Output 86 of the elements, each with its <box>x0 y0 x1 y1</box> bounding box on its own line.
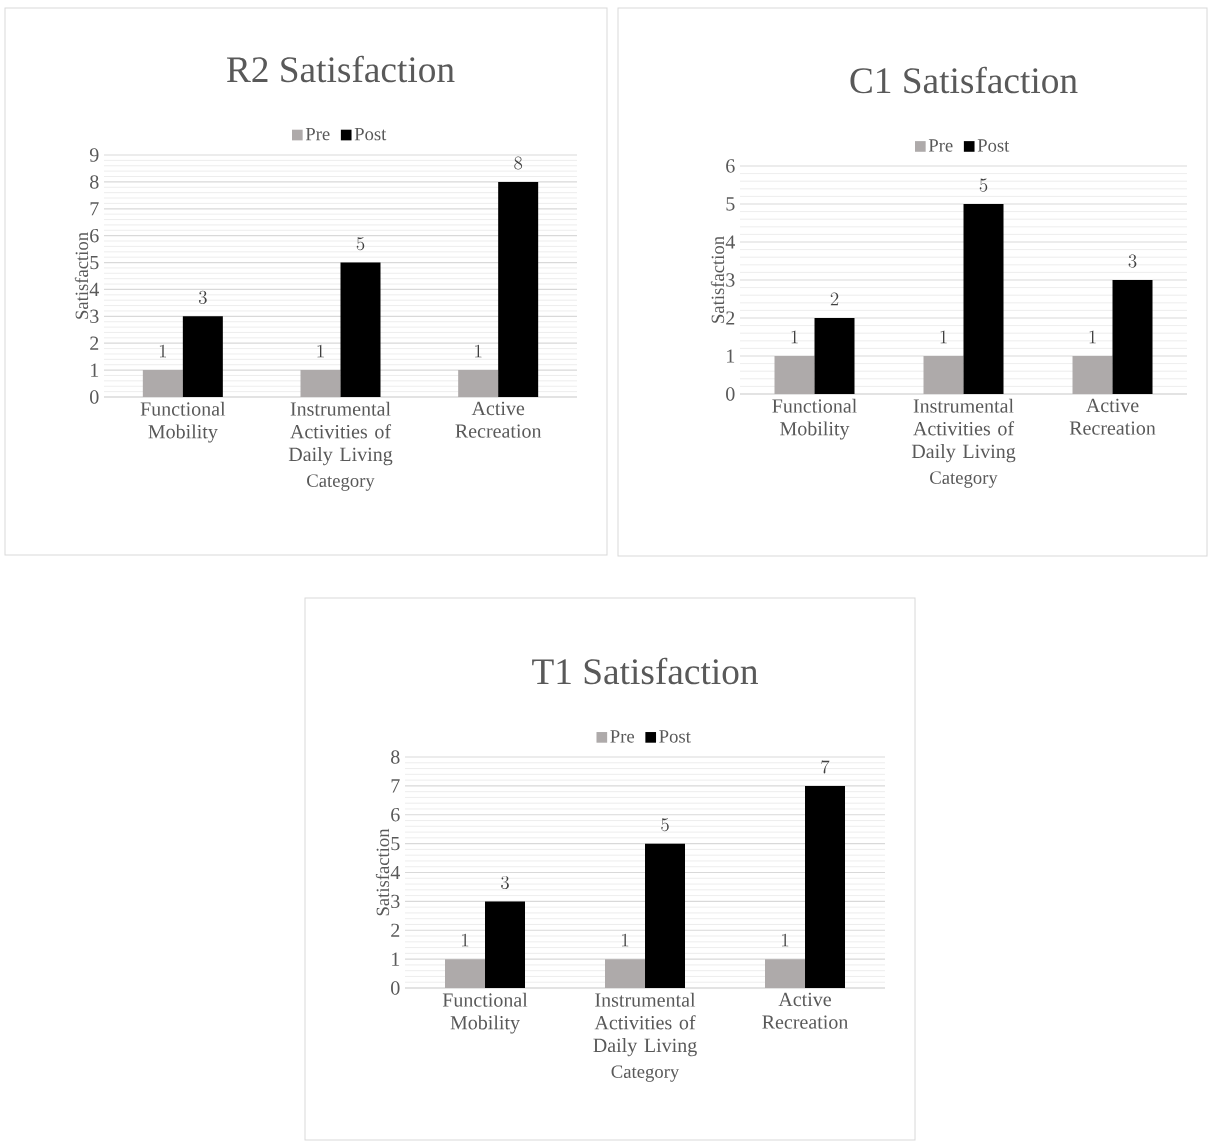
data-label: 1 <box>462 933 469 947</box>
y-tick-label: 0 <box>726 387 735 401</box>
x-tick-label: Active Recreation <box>762 992 849 1029</box>
y-tick-label: 0 <box>90 390 99 404</box>
y-tick-label: 8 <box>90 175 99 189</box>
bar <box>605 959 646 988</box>
y-tick-label: 9 <box>89 148 99 162</box>
y-tick-label: 6 <box>391 808 400 822</box>
data-label: 5 <box>661 818 669 832</box>
bar <box>805 785 846 988</box>
data-label: 1 <box>1089 330 1096 344</box>
x-tick-label: Instrumental Activities of Daily Living <box>593 992 697 1057</box>
bar <box>300 370 341 397</box>
y-tick-label: 4 <box>390 865 400 880</box>
data-label: 1 <box>782 933 789 947</box>
x-axis-title: Category <box>930 471 998 488</box>
legend-label: Pre <box>928 139 953 152</box>
x-tick-label: Instrumental Activities of Daily Living <box>288 401 393 466</box>
data-label: 1 <box>791 330 798 344</box>
y-tick-label: 7 <box>391 779 400 793</box>
x-axis-title: Category <box>307 474 375 491</box>
y-tick-label: 4 <box>725 235 735 249</box>
x-axis-title: Category <box>611 1065 680 1082</box>
bar <box>645 843 686 988</box>
y-tick-label: 1 <box>91 363 99 377</box>
legend-label: Post <box>354 127 387 141</box>
chart-title: T1 Satisfaction <box>532 657 758 685</box>
y-tick-label: 3 <box>90 309 99 324</box>
data-label: 7 <box>821 760 830 774</box>
y-tick-label: 1 <box>392 952 400 966</box>
bar <box>182 316 223 397</box>
x-tick-label: Functional Mobility <box>442 992 528 1034</box>
y-tick-label: 5 <box>391 836 400 851</box>
bar <box>142 370 183 397</box>
bar <box>1112 280 1153 394</box>
y-tick-label: 0 <box>391 981 400 995</box>
y-tick-label: 2 <box>726 311 735 325</box>
bar <box>963 204 1004 394</box>
bar <box>1072 356 1113 394</box>
y-tick-label: 6 <box>90 228 99 243</box>
x-tick-label: Functional Mobility <box>140 401 226 443</box>
data-label: 5 <box>356 237 365 251</box>
data-label: 1 <box>940 330 947 344</box>
data-label: 3 <box>501 875 509 890</box>
y-tick-label: 5 <box>90 255 99 270</box>
bar <box>485 901 526 988</box>
y-tick-label: 2 <box>90 336 99 350</box>
bar <box>923 356 964 394</box>
data-label: 3 <box>198 290 207 305</box>
y-tick-label: 3 <box>391 894 400 909</box>
data-label: 5 <box>979 178 988 192</box>
legend-label: Post <box>659 730 691 743</box>
legend-label: Pre <box>610 730 635 743</box>
bar <box>774 356 815 394</box>
y-axis-title: Satisfaction <box>710 236 725 323</box>
x-tick-label: Instrumental Activities of Daily Living <box>911 398 1016 463</box>
y-tick-label: 7 <box>90 202 99 216</box>
legend-label: Pre <box>305 127 330 141</box>
y-axis-title: Satisfaction <box>74 232 89 319</box>
bar <box>458 370 499 397</box>
data-label: 1 <box>317 344 324 358</box>
data-label: 1 <box>475 344 482 358</box>
y-tick-label: 3 <box>726 273 735 287</box>
x-tick-label: Active Recreation <box>455 401 542 438</box>
y-tick-label: 2 <box>391 923 400 937</box>
bar <box>498 181 539 397</box>
data-label: 8 <box>514 156 523 170</box>
x-tick-label: Active Recreation <box>1069 398 1156 435</box>
legend-label: Post <box>977 139 1010 152</box>
data-label: 3 <box>1128 254 1137 268</box>
x-tick-label: Functional Mobility <box>772 398 857 440</box>
bar <box>340 262 381 397</box>
y-tick-label: 8 <box>391 750 400 764</box>
y-tick-label: 6 <box>726 159 735 173</box>
data-label: 1 <box>159 344 166 358</box>
data-label: 2 <box>830 292 839 306</box>
y-tick-label: 4 <box>89 282 99 297</box>
y-tick-label: 5 <box>726 197 735 211</box>
chart-title: C1 Satisfaction <box>850 66 1078 94</box>
bar <box>765 959 806 988</box>
data-label: 1 <box>622 933 629 947</box>
y-axis-title: Satisfaction <box>375 828 390 916</box>
bar <box>814 318 855 394</box>
y-tick-label: 1 <box>727 349 735 363</box>
bar <box>445 959 486 988</box>
chart-title: R2 Satisfaction <box>226 55 455 83</box>
